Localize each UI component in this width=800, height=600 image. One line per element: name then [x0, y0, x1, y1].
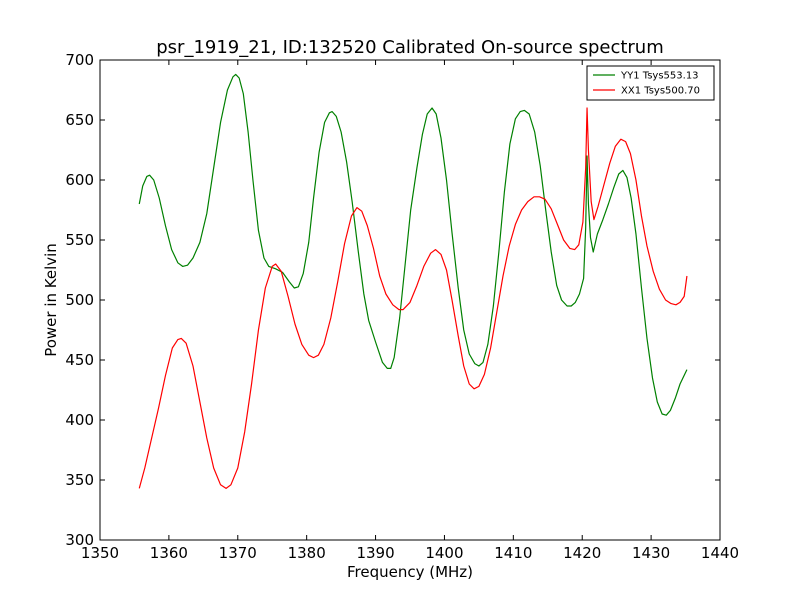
x-tick-label: 1390: [356, 544, 394, 562]
y-tick-label: 300: [65, 531, 94, 549]
legend-label-1: YY1 Tsys553.13: [620, 71, 699, 82]
series-layer: [138, 73, 688, 489]
y-axis-label: Power in Kelvin: [42, 243, 60, 357]
y-tick-label: 700: [65, 51, 94, 69]
y-tick-label: 500: [65, 291, 94, 309]
x-axis-label: Frequency (MHz): [347, 563, 473, 581]
y-tick-label: 400: [65, 411, 94, 429]
series-line-1: [138, 73, 688, 416]
x-tick-label: 1420: [563, 544, 601, 562]
x-tick-label: 1430: [632, 544, 670, 562]
x-tick-label: 1440: [701, 544, 739, 562]
x-tick-label: 1380: [288, 544, 326, 562]
x-tick-label: 1410: [494, 544, 532, 562]
y-tick-label: 650: [65, 111, 94, 129]
x-tick-label: 1370: [219, 544, 257, 562]
chart-title: psr_1919_21, ID:132520 Calibrated On-sou…: [156, 37, 664, 58]
x-tick-label: 1360: [150, 544, 188, 562]
y-tick-label: 550: [65, 231, 94, 249]
legend-box: [586, 65, 715, 101]
y-tick-label: 350: [65, 471, 94, 489]
ticks-layer: 1350 1360 1370 1380 1390 1400 1410 1420 1430 1440…: [65, 51, 739, 562]
y-tick-label: 450: [65, 351, 94, 369]
x-tick-label: 1400: [425, 544, 463, 562]
legend-label-2: XX1 Tsys500.70: [621, 86, 700, 97]
x-tick-label: 1350: [81, 544, 119, 562]
series-line-2: [138, 107, 688, 489]
legend: YY1 Tsys553.13 XX1 Tsys500.70: [586, 65, 715, 101]
y-tick-label: 600: [65, 171, 94, 189]
